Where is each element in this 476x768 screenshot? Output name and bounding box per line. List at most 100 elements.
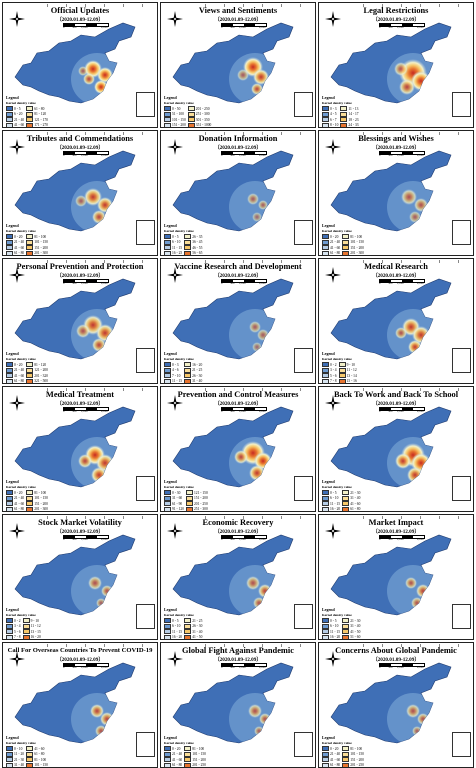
legend-swatch [185,495,193,501]
legend-label: 21 - 40 [330,240,341,245]
legend-swatch [164,239,171,245]
legend-item: 151 - 200 [26,245,48,251]
hotspot [78,454,92,468]
legend-swatch [322,122,329,127]
legend-label: 121 - 150 [193,490,208,495]
legend-item: 31 - 60 [164,495,184,501]
hotspot [76,324,90,338]
legend-label: 81 - 100 [34,757,47,762]
scale-label: 2,000 [101,537,108,541]
legend-item: 3 - 4 [322,367,337,373]
legend-swatch [26,250,34,255]
scale-label: 1,000 [397,409,404,413]
map-panel: Legal Restrictions （2020.01.09-12.09） 0 500… [318,2,474,128]
scale-label: 500 [230,153,235,157]
hotspot [234,450,248,464]
hotspot [101,585,113,597]
scale-label: 1,000 [239,25,246,29]
legend-swatch [184,239,192,245]
legend-swatch [184,757,192,763]
legend-label: 81 - 120 [34,112,47,117]
legend-swatch [164,117,171,123]
south-china-sea-inset [452,732,471,757]
legend-swatch [185,490,193,495]
legend-item: 0 - 5 [322,618,340,623]
legend-item: 41 - 60 [322,757,340,763]
legend-label: 21 - 40 [172,752,183,757]
date-range: （2020.01.09-12.09） [372,273,420,279]
legend-title: Legend [6,223,19,228]
legend-title: Legend [6,95,19,100]
hotspot [259,713,271,725]
north-arrow-icon [9,139,25,155]
legend-swatch [185,506,193,511]
legend-swatch [26,751,34,757]
legend-item: 31 - 40 [184,629,202,635]
legend-title: Legend [322,95,335,100]
south-china-sea-inset [136,220,155,245]
legend-item: 81 - 100 [26,757,48,763]
legend-label: 201 - 300 [34,251,48,256]
legend-item: 41 - 60 [342,501,361,507]
date-range: （2020.01.09-12.09） [56,657,104,663]
legend-subtitle: Kernel density value [6,229,36,233]
hotspot [249,465,265,481]
legend-swatch [164,495,171,501]
hotspot [409,211,421,223]
legend-item: 61 - 80 [322,762,340,767]
legend-swatch [342,751,350,757]
hotspot [407,467,423,483]
legend-label: 61 - 90 [172,501,183,506]
graticule-ticks [29,260,147,263]
legend-item: 0 - 20 [164,746,182,751]
graticule-ticks [187,516,305,519]
legend-swatch [164,618,171,623]
legend-label: 201 - 250 [195,106,210,111]
scale-label: 500 [230,665,235,669]
legend-swatch [342,234,350,239]
legend-item: 0 - 50 [164,106,186,111]
scale-bar: 0 500 1,000 2,000 [63,279,109,285]
legend-item: 151 - 200 [184,757,206,763]
legend-item: 81 - 120 [26,111,48,117]
graticule-ticks [345,388,463,391]
legend-swatch [164,501,171,507]
graticule-ticks [29,4,147,7]
map-panel: Views and Sentiments （2020.01.09-12.09） 0 5… [160,2,316,128]
legend-item: 201 - 300 [26,250,48,256]
legend-swatch [164,378,171,383]
legend-label: 31 - 40 [192,379,203,384]
hotspot [258,584,272,598]
legend-label: 41 - 60 [34,746,45,751]
legend-label: 81 - 100 [34,234,47,239]
legend-item: 41 - 60 [6,245,24,251]
legend-title: Legend [164,95,177,100]
north-arrow-icon [9,395,25,411]
density-zone [71,53,123,103]
legend-swatch [342,239,350,245]
legend-label: 41 - 60 [350,501,361,506]
density-zone [229,693,281,743]
legend-item: 21 - 40 [6,239,24,245]
legend-label: 26 - 30 [192,624,203,629]
legend-swatch [322,490,329,495]
legend-item: 11 - 12 [338,367,357,373]
graticule-ticks [187,260,305,263]
legend-swatch [338,367,346,373]
date-range: （2020.01.09-12.09） [56,145,104,151]
legend-label: 16 - 25 [172,251,183,256]
panel-title: Economic Recovery [202,518,274,527]
graticule-ticks [187,644,305,647]
map-panel: Prevention and Control Measures （2020.01.… [160,386,316,512]
legend-item: 201 - 320 [26,373,48,379]
legend-swatch [164,362,171,367]
legend-item: 101 - 150 [26,239,48,245]
scale-label: 500 [230,409,235,413]
hotspot [246,576,260,590]
legend-item: 7 - 8 [322,378,337,383]
legend-label: 21 - 30 [350,490,361,495]
legend-subtitle: Kernel density value [164,357,194,361]
hotspot [90,704,104,718]
density-map [14,22,136,104]
legend-item: 201 - 300 [342,250,364,255]
